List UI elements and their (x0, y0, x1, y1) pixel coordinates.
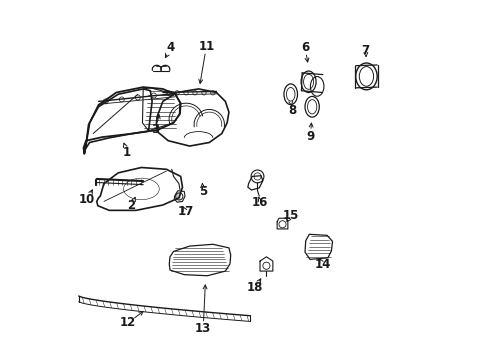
Text: 7: 7 (362, 44, 370, 57)
Text: 2: 2 (127, 199, 135, 212)
Text: 15: 15 (283, 209, 299, 222)
Text: 9: 9 (306, 130, 315, 143)
Text: 4: 4 (167, 41, 175, 54)
Text: 1: 1 (123, 146, 131, 159)
Text: 16: 16 (252, 195, 269, 209)
Text: 3: 3 (151, 123, 160, 136)
Text: 13: 13 (195, 323, 211, 336)
Text: 12: 12 (120, 316, 136, 329)
Text: 17: 17 (177, 204, 194, 217)
Text: 5: 5 (199, 185, 207, 198)
Text: 14: 14 (315, 258, 331, 271)
Text: 10: 10 (79, 193, 95, 206)
Text: 8: 8 (288, 104, 296, 117)
Text: 6: 6 (301, 41, 309, 54)
Text: 11: 11 (198, 40, 215, 53)
Text: 18: 18 (247, 282, 263, 294)
